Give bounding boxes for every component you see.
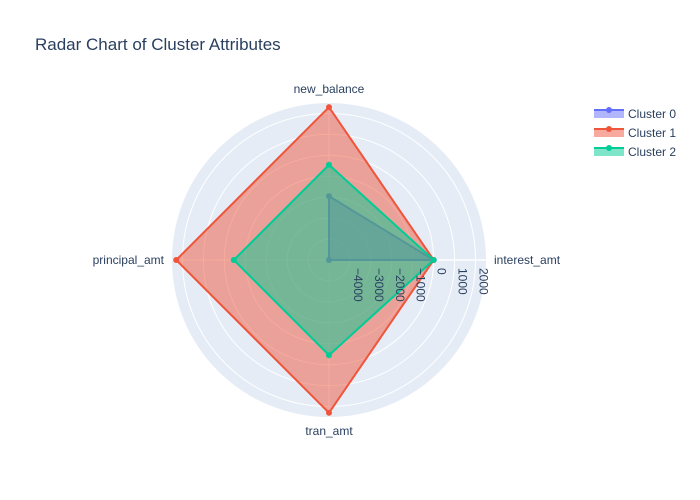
plot-area: −4000 −3000 −2000 −1000 0 1000 2000interest_am… [93, 82, 561, 438]
legend-label: Cluster 1 [628, 126, 676, 140]
radial-tick-label: −3000 [372, 268, 386, 302]
angular-axis-label: new_balance [294, 82, 365, 96]
chart-title: Radar Chart of Cluster Attributes [35, 35, 281, 54]
data-point-cluster-2 [326, 161, 332, 168]
radial-tick-label: 2000 [477, 268, 491, 295]
radial-tick-label: −1000 [414, 268, 428, 302]
data-point-cluster-2 [326, 352, 332, 359]
legend-label: Cluster 2 [628, 145, 676, 159]
data-point-cluster-1 [173, 257, 180, 263]
legend-item-cluster-1: Cluster 1 [594, 126, 676, 140]
angular-axis-label: principal_amt [93, 253, 165, 267]
radial-tick-label: −2000 [393, 268, 407, 302]
data-point-cluster-2 [230, 257, 237, 263]
legend-swatch [594, 148, 624, 156]
data-point-cluster-1 [326, 104, 332, 111]
radial-tick-label: 0 [435, 268, 449, 275]
radial-tick-label: 1000 [456, 268, 470, 295]
data-point-cluster-1 [326, 409, 332, 416]
angular-axis-label: interest_amt [494, 253, 561, 267]
legend: Cluster 0 Cluster 1 Cluster 2 [594, 107, 676, 159]
data-point-cluster-2 [430, 257, 437, 263]
legend-swatch [594, 110, 624, 118]
legend-marker [606, 145, 612, 151]
legend-item-cluster-2: Cluster 2 [594, 145, 676, 159]
legend-item-cluster-0: Cluster 0 [594, 107, 676, 121]
angular-axis-label: tran_amt [305, 424, 353, 438]
legend-label: Cluster 0 [628, 107, 676, 121]
radial-tick-label: −4000 [351, 268, 365, 302]
legend-marker [606, 126, 612, 132]
legend-marker [606, 107, 612, 113]
legend-swatch [594, 129, 624, 137]
